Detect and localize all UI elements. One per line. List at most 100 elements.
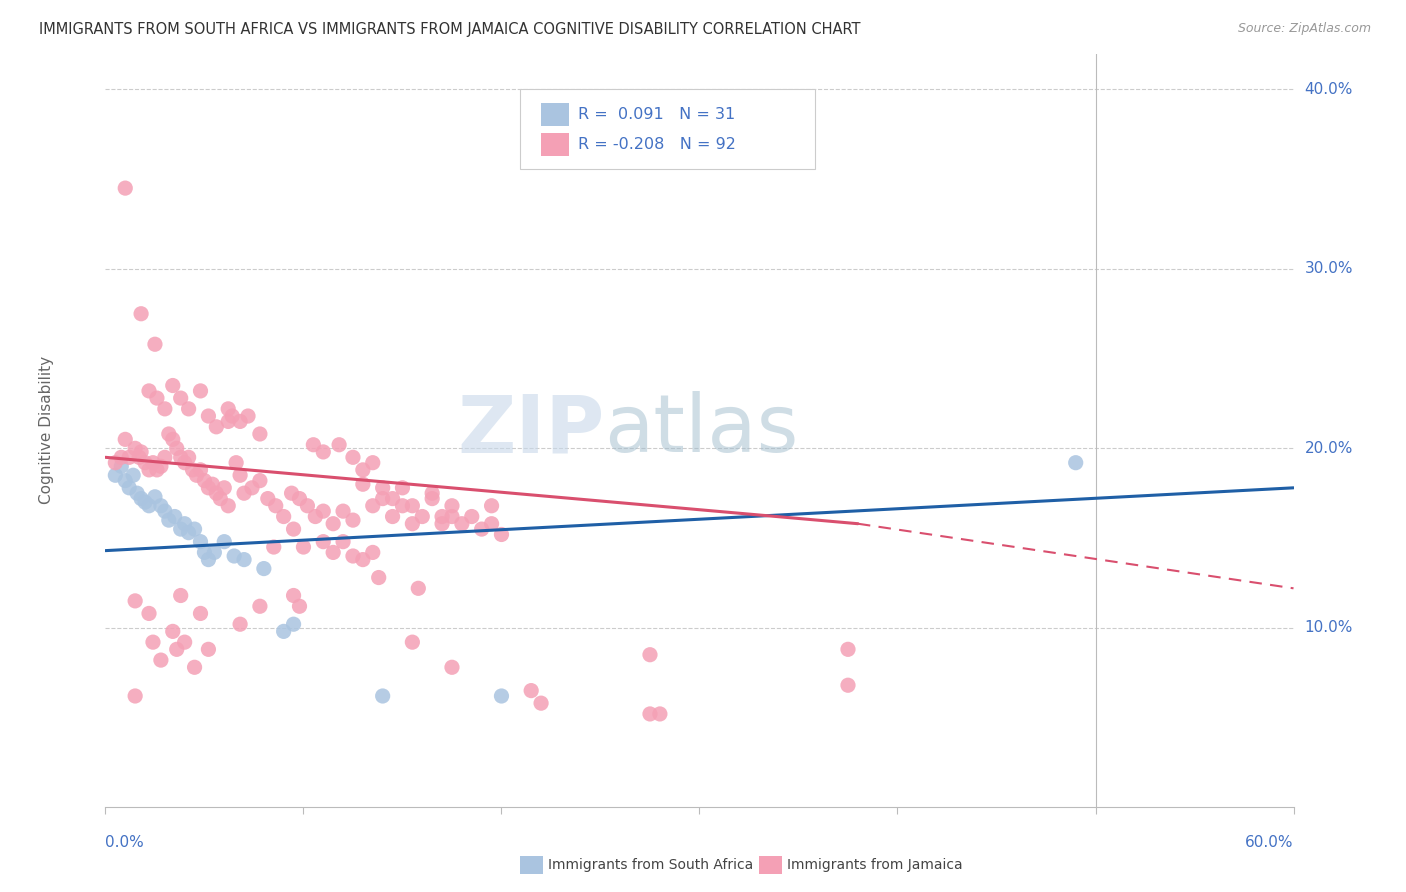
Point [312, 534, 335, 549]
Point [181, 463, 204, 477]
Point [124, 442, 146, 456]
Point [134, 456, 156, 470]
Point [217, 414, 239, 428]
Point [143, 490, 166, 504]
Point [229, 617, 252, 632]
Point [118, 481, 141, 495]
Point [114, 433, 136, 447]
Point [157, 427, 180, 442]
Point [249, 427, 271, 442]
Point [217, 499, 239, 513]
Text: 10.0%: 10.0% [1305, 620, 1353, 635]
Text: 20.0%: 20.0% [1305, 441, 1353, 456]
Point [190, 607, 212, 621]
Point [197, 642, 219, 657]
Point [166, 642, 188, 657]
Point [837, 642, 859, 657]
Point [263, 540, 285, 554]
Point [361, 499, 384, 513]
Point [481, 516, 503, 531]
Point [162, 433, 184, 447]
Point [157, 513, 180, 527]
Point [280, 486, 302, 500]
Point [491, 527, 513, 541]
Point [170, 450, 193, 465]
Point [110, 459, 132, 474]
Point [143, 337, 166, 351]
Point [420, 486, 443, 500]
Point [229, 414, 252, 428]
Point [153, 450, 176, 465]
Point [153, 401, 176, 416]
Point [114, 181, 136, 195]
Point [283, 617, 305, 632]
Point [367, 570, 389, 584]
Point [124, 689, 146, 703]
Point [149, 653, 172, 667]
Point [638, 648, 661, 662]
Point [190, 534, 212, 549]
Point [253, 561, 276, 575]
Point [202, 545, 225, 559]
Point [118, 450, 141, 465]
Point [134, 495, 156, 509]
Point [170, 522, 193, 536]
Point [225, 456, 247, 470]
Point [122, 468, 145, 483]
Point [450, 516, 472, 531]
Point [240, 481, 263, 495]
Text: 0.0%: 0.0% [105, 835, 145, 850]
Text: 30.0%: 30.0% [1305, 261, 1353, 277]
Point [129, 307, 152, 321]
Point [201, 477, 224, 491]
Point [381, 509, 404, 524]
Point [114, 474, 136, 488]
Point [471, 522, 494, 536]
Text: IMMIGRANTS FROM SOUTH AFRICA VS IMMIGRANTS FROM JAMAICA COGNITIVE DISABILITY COR: IMMIGRANTS FROM SOUTH AFRICA VS IMMIGRAN… [39, 22, 860, 37]
Point [401, 499, 423, 513]
Point [461, 509, 484, 524]
Point [342, 549, 364, 563]
Point [440, 499, 463, 513]
Point [173, 516, 195, 531]
Point [391, 481, 413, 495]
Point [177, 525, 200, 540]
Point [162, 624, 184, 639]
Point [177, 401, 200, 416]
Point [129, 491, 152, 506]
Point [190, 463, 212, 477]
Point [193, 474, 215, 488]
Point [288, 491, 311, 506]
Point [214, 534, 236, 549]
Point [440, 509, 463, 524]
Point [411, 509, 433, 524]
Point [430, 516, 453, 531]
Point [183, 522, 205, 536]
Point [173, 635, 195, 649]
Text: atlas: atlas [605, 392, 799, 469]
Point [249, 599, 271, 614]
Point [430, 509, 453, 524]
Point [361, 545, 384, 559]
Point [190, 384, 212, 398]
Point [1064, 456, 1087, 470]
Point [332, 534, 354, 549]
Point [149, 459, 172, 474]
Point [440, 660, 463, 674]
Point [638, 706, 661, 721]
Point [197, 409, 219, 423]
Point [214, 481, 236, 495]
Point [162, 378, 184, 392]
Point [138, 607, 160, 621]
Point [328, 438, 350, 452]
Point [104, 468, 127, 483]
Point [142, 456, 165, 470]
Point [205, 486, 228, 500]
Point [209, 491, 232, 506]
Point [146, 391, 169, 405]
Point [371, 491, 394, 506]
Point [170, 589, 193, 603]
Point [197, 481, 219, 495]
Point [138, 463, 160, 477]
Point [491, 689, 513, 703]
